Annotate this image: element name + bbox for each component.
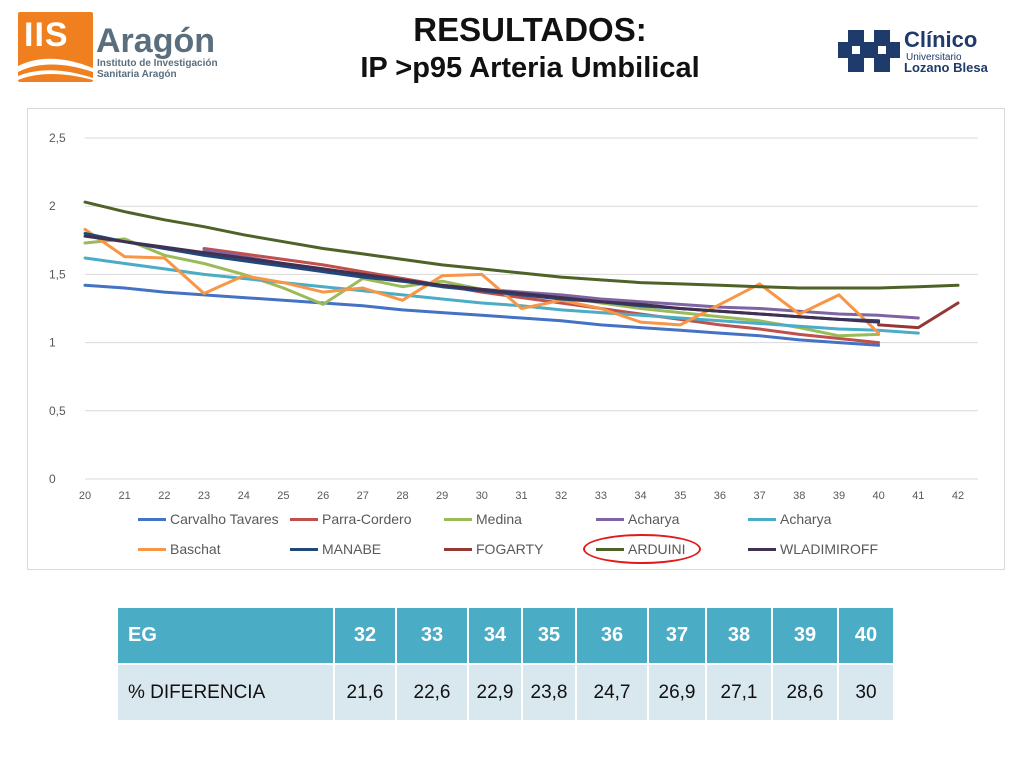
table-cell: 27,1 [705, 663, 773, 722]
highlight-circle [583, 534, 701, 564]
x-tick-label: 29 [436, 490, 448, 502]
clinico-name: Clínico [904, 27, 978, 52]
table-header-cell: 38 [705, 606, 773, 665]
y-tick-label: 2,5 [49, 131, 66, 145]
series-line [877, 301, 960, 330]
table-header-cell: 39 [771, 606, 839, 665]
iis-logo-line1: Instituto de Investigación [97, 58, 218, 69]
iis-logo-line2: Sanitaria Aragón [97, 69, 177, 80]
table-header-cell: 33 [395, 606, 469, 665]
table-cell: 21,6 [333, 663, 397, 722]
x-tick-label: 27 [357, 490, 369, 502]
table-row: % DIFERENCIA 21,6 22,6 22,9 23,8 24,7 26… [116, 663, 895, 722]
page-title: RESULTADOS: [413, 11, 647, 48]
table-cell: 24,7 [575, 663, 649, 722]
x-tick-label: 30 [476, 490, 488, 502]
x-tick-label: 23 [198, 490, 210, 502]
page-subtitle: IP >p95 Arteria Umbilical [360, 52, 700, 84]
table-cell: 28,6 [771, 663, 839, 722]
clinico-logo: Clínico Universitario Lozano Blesa [838, 28, 1008, 78]
series-line [83, 234, 881, 324]
x-tick-label: 37 [753, 490, 765, 502]
series-line [83, 283, 881, 347]
x-tick-label: 22 [158, 490, 170, 502]
iis-aragon-logo: IIS Aragón Instituto de Investigación Sa… [18, 12, 218, 84]
table-cell: 23,8 [521, 663, 577, 722]
series-line [83, 200, 960, 290]
iis-logo-mark: IIS [18, 12, 93, 82]
x-tick-label: 32 [555, 490, 567, 502]
iis-logo-mark-text: IIS [24, 16, 69, 54]
table-header-cell: 40 [837, 606, 895, 665]
x-tick-label: 34 [634, 490, 646, 502]
difference-table: EG 32 33 34 35 36 37 38 39 40 % DIFERENC… [116, 606, 895, 722]
table-cell: % DIFERENCIA [116, 663, 335, 722]
x-tick-label: 31 [515, 490, 527, 502]
iis-logo-brand: Aragón [96, 22, 215, 60]
series-line [202, 247, 881, 345]
slide-title: RESULTADOS: IP >p95 Arteria Umbilical [260, 10, 800, 86]
table-header-row: EG 32 33 34 35 36 37 38 39 40 [116, 606, 895, 665]
x-tick-label: 24 [238, 490, 250, 502]
table-header-cell: 36 [575, 606, 649, 665]
x-tick-label: 39 [833, 490, 845, 502]
x-tick-label: 35 [674, 490, 686, 502]
x-tick-label: 28 [396, 490, 408, 502]
y-tick-label: 1 [49, 336, 56, 350]
table-cell: 30 [837, 663, 895, 722]
table-cell: 22,6 [395, 663, 469, 722]
y-tick-label: 2 [49, 199, 56, 213]
x-tick-label: 20 [79, 490, 91, 502]
series-line [83, 256, 920, 335]
y-tick-label: 0 [49, 472, 56, 486]
table-header-cell: EG [116, 606, 335, 665]
x-tick-label: 33 [595, 490, 607, 502]
table-header-cell: 32 [333, 606, 397, 665]
hospital-cross-icon [838, 30, 900, 72]
y-tick-label: 0,5 [49, 404, 66, 418]
table-cell: 22,9 [467, 663, 523, 722]
wave-icon [18, 58, 93, 80]
x-tick-label: 25 [277, 490, 289, 502]
y-tick-label: 1,5 [49, 267, 66, 281]
iis-logo-subtitle: Instituto de Investigación Sanitaria Ara… [97, 58, 218, 80]
x-tick-label: 26 [317, 490, 329, 502]
table-header-cell: 37 [647, 606, 707, 665]
x-tick-label: 38 [793, 490, 805, 502]
table-header-cell: 34 [467, 606, 523, 665]
chart-canvas: 0 0,5 1 1,5 2 2,5 20 21 22 23 24 25 26 27 28 29 30 31 32 33… [49, 131, 978, 502]
clinico-line2: Lozano Blesa [904, 60, 988, 75]
x-tick-label: 41 [912, 490, 924, 502]
table-header-cell: 35 [521, 606, 577, 665]
table-cell: 26,9 [647, 663, 707, 722]
x-tick-label: 42 [952, 490, 964, 502]
x-tick-label: 36 [714, 490, 726, 502]
x-tick-label: 40 [873, 490, 885, 502]
line-chart: 0 0,5 1 1,5 2 2,5 20 21 22 23 24 25 26 27 28 29 30 31 32 33… [27, 108, 1005, 570]
x-tick-label: 21 [119, 490, 131, 502]
clinico-line1: Universitario [906, 52, 962, 63]
series-line [83, 227, 881, 335]
